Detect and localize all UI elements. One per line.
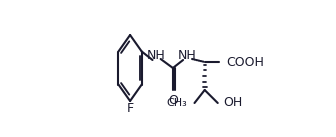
Text: NH: NH bbox=[146, 48, 165, 62]
Text: OH: OH bbox=[223, 96, 242, 109]
Text: F: F bbox=[127, 102, 134, 115]
Text: CH₃: CH₃ bbox=[166, 98, 187, 108]
Text: NH: NH bbox=[178, 48, 197, 62]
Text: O: O bbox=[168, 95, 178, 108]
Text: COOH: COOH bbox=[226, 55, 264, 68]
